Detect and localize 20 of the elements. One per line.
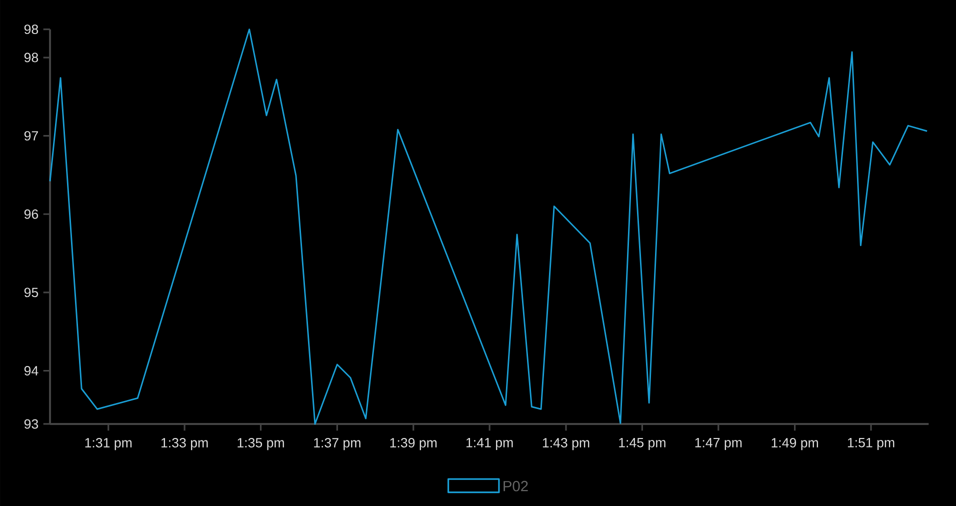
x-tick-label: 1:33 pm — [161, 438, 208, 450]
x-tick-label: 1:31 pm — [85, 438, 132, 450]
x-tick-label: 1:35 pm — [238, 438, 284, 450]
y-tick-label: 96 — [24, 209, 38, 219]
y-tick-label: 98 — [24, 24, 38, 34]
line-series — [49, 28, 928, 425]
y-tick-label: 95 — [24, 288, 38, 298]
x-tick-label: 1:51 pm — [848, 438, 894, 450]
y-tick-label: 98 — [24, 52, 38, 62]
x-tick-label: 1:45 pm — [619, 438, 666, 450]
x-tick-label: 1:39 pm — [390, 438, 437, 450]
x-tick-label: 1:37 pm — [314, 438, 360, 450]
legend-label: P02 — [504, 480, 528, 492]
y-tick-label: 94 — [24, 366, 38, 376]
x-tick-label: 1:43 pm — [542, 438, 590, 450]
x-tick-label: 1:47 pm — [695, 438, 742, 450]
y-tick-label: 93 — [24, 419, 38, 429]
y-tick-label: 97 — [24, 131, 38, 141]
x-tick-label: 1:49 pm — [772, 438, 818, 450]
x-tick-label: 1:41 pm — [466, 438, 513, 450]
